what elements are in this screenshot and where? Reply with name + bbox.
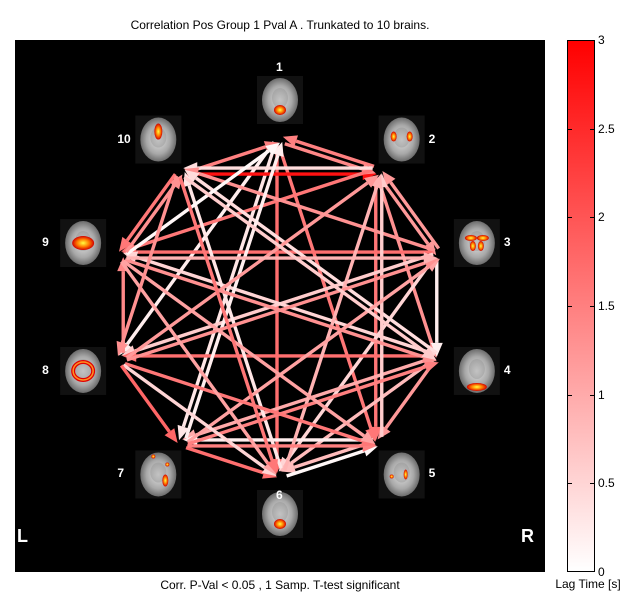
colorbar-tick-mark bbox=[567, 394, 572, 396]
brain-node-7 bbox=[135, 450, 182, 499]
edge-2-to-1 bbox=[282, 135, 375, 168]
node-label-2: 2 bbox=[428, 131, 436, 146]
edges bbox=[116, 135, 443, 479]
colorbar-label: Lag Time [s] bbox=[555, 577, 621, 591]
colorbar-tick-mark bbox=[590, 394, 595, 396]
edge-8-to-3 bbox=[126, 257, 439, 362]
colorbar-tick-mark bbox=[590, 217, 595, 219]
edge-8-to-2 bbox=[125, 174, 379, 360]
node-label-7: 7 bbox=[117, 466, 125, 481]
node-label-6: 6 bbox=[276, 488, 283, 502]
colorbar-tick-mark bbox=[567, 128, 572, 130]
figure-footer: Corr. P-Val < 0.05 , 1 Samp. T-test sign… bbox=[160, 578, 400, 592]
brain-node-5 bbox=[378, 450, 425, 499]
colorbar-tick-mark bbox=[590, 128, 595, 130]
edge-10-to-6 bbox=[178, 177, 278, 475]
edge-1-to-2 bbox=[284, 142, 376, 175]
node-label-5: 5 bbox=[428, 466, 436, 481]
brain-node-10 bbox=[135, 115, 182, 164]
node-label-1: 1 bbox=[276, 60, 283, 74]
edge-10-to-9 bbox=[118, 173, 177, 252]
figure-title: Correlation Pos Group 1 Pval A . Trunkat… bbox=[130, 18, 430, 32]
edge-4-to-10 bbox=[184, 169, 438, 355]
brain-node-8 bbox=[60, 346, 107, 395]
edge-7-to-1 bbox=[184, 141, 284, 439]
edge-9-to-1 bbox=[125, 142, 281, 256]
connectivity-graph bbox=[60, 76, 500, 538]
connectivity-plot: L R 1 2 3 4 5 6 7 8 9 10 bbox=[15, 40, 545, 572]
colorbar-tick-mark bbox=[590, 306, 595, 307]
edge-10-to-8 bbox=[116, 175, 179, 357]
edge-9-to-3 bbox=[126, 252, 438, 265]
brain-node-1 bbox=[257, 76, 303, 124]
edge-6-to-2 bbox=[283, 173, 383, 471]
edge-9-to-5 bbox=[122, 259, 376, 445]
edge-3-to-2 bbox=[382, 170, 441, 250]
colorbar-tick-label: 1.5 bbox=[598, 299, 615, 313]
colorbar-tick-mark bbox=[567, 306, 572, 307]
edge-3-to-4 bbox=[430, 261, 443, 357]
brain-node-3 bbox=[453, 219, 500, 268]
node-label-8: 8 bbox=[42, 362, 49, 377]
colorbar-tick-label: 0.5 bbox=[598, 476, 615, 491]
edge-2-to-5 bbox=[369, 177, 382, 441]
edge-2-to-3 bbox=[378, 176, 437, 256]
left-hemisphere-label: L bbox=[17, 526, 28, 546]
node-label-10: 10 bbox=[117, 131, 131, 146]
colorbar-tick-label: 3 bbox=[598, 33, 605, 47]
node-label-4: 4 bbox=[503, 362, 511, 377]
edge-10-to-4 bbox=[183, 175, 437, 361]
brain-node-2 bbox=[378, 115, 425, 164]
colorbar-tick-label: 2 bbox=[598, 210, 605, 225]
node-label-9: 9 bbox=[42, 235, 49, 250]
colorbar-tick-mark bbox=[590, 483, 595, 485]
colorbar-tick-mark bbox=[567, 217, 572, 219]
colorbar-tick-mark bbox=[567, 483, 572, 485]
edge-7-to-6 bbox=[185, 446, 278, 479]
edge-8-to-7 bbox=[119, 364, 178, 444]
right-hemisphere-label: R bbox=[521, 526, 534, 546]
brain-node-6 bbox=[257, 490, 303, 538]
colorbar-tick-label: 1 bbox=[598, 387, 605, 402]
colorbar-tick-label: 2.5 bbox=[598, 121, 615, 136]
edge-7-to-4 bbox=[187, 361, 439, 446]
colorbar-tick-label: 0 bbox=[598, 565, 605, 579]
node-label-3: 3 bbox=[503, 235, 511, 250]
brain-node-9 bbox=[60, 219, 107, 268]
brain-node-4 bbox=[453, 346, 500, 395]
